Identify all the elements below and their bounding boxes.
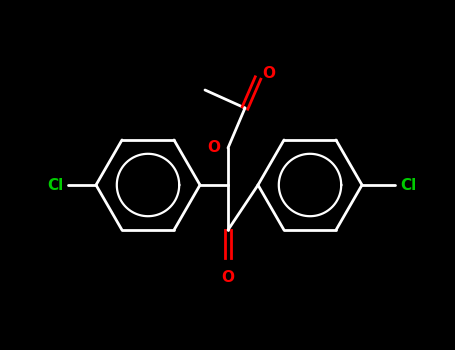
Text: Cl: Cl — [47, 177, 63, 192]
Text: Cl: Cl — [400, 177, 416, 192]
Text: O: O — [222, 270, 234, 285]
Text: O: O — [207, 140, 220, 155]
Text: O: O — [262, 66, 275, 82]
